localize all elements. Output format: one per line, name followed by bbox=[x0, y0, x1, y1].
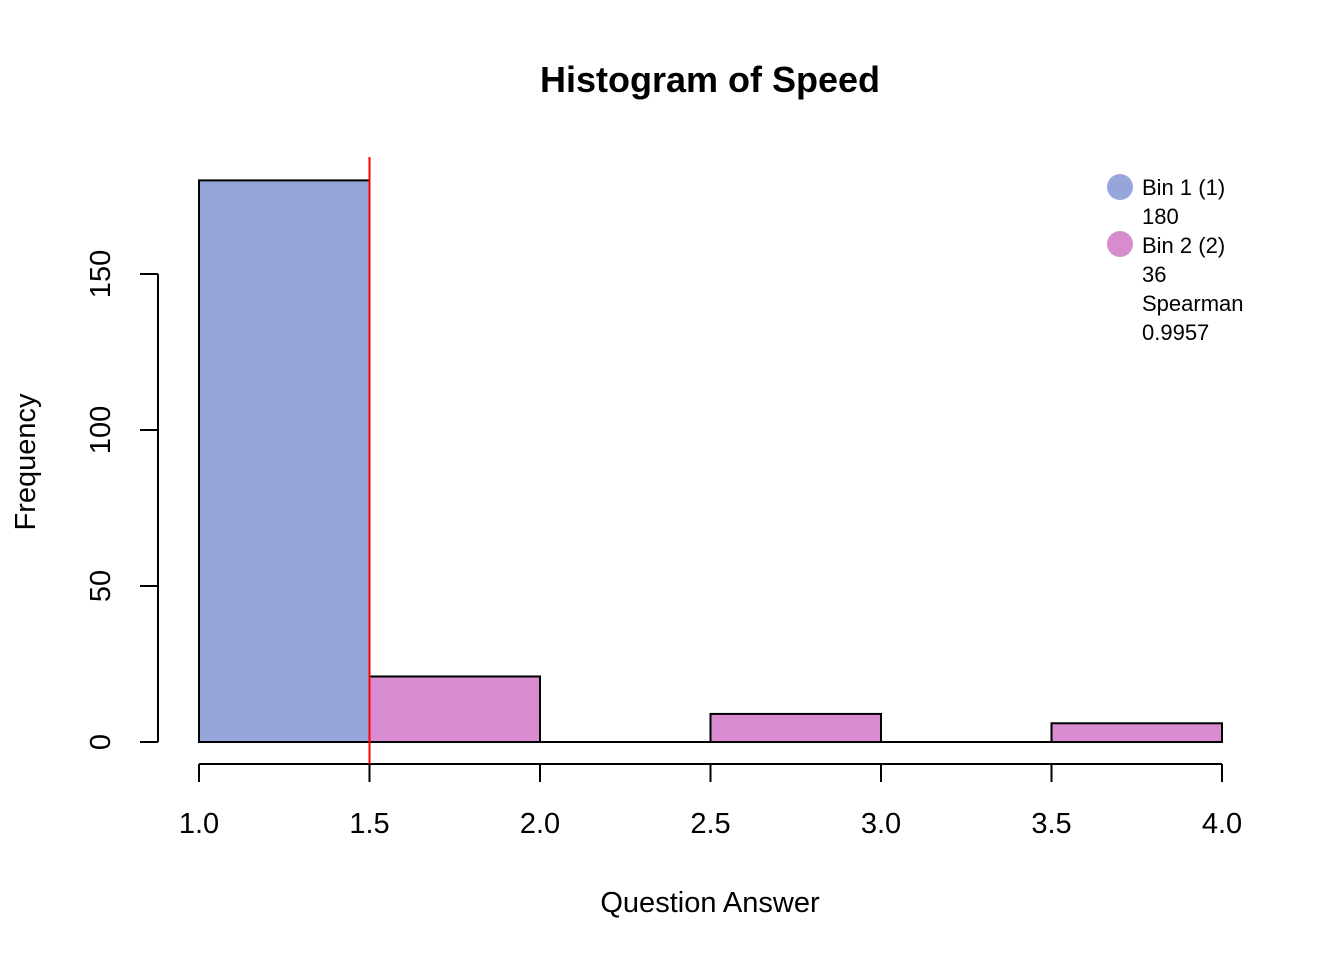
y-tick-label: 0 bbox=[85, 734, 117, 750]
legend: Bin 1 (1) 180 Bin 2 (2) 36 Spearman 0.99… bbox=[1107, 174, 1244, 345]
x-tick-label: 3.5 bbox=[1031, 808, 1071, 840]
x-tick-label: 2.0 bbox=[520, 808, 560, 840]
legend-dot-bin1 bbox=[1107, 174, 1133, 200]
legend-dot-bin2 bbox=[1107, 231, 1133, 257]
bars-group bbox=[198, 179, 1223, 744]
x-tick-label: 2.5 bbox=[690, 808, 730, 840]
legend-stat-label: Spearman bbox=[1142, 291, 1244, 316]
legend-value-bin1: 180 bbox=[1142, 204, 1179, 229]
x-tick-label: 1.0 bbox=[179, 808, 219, 840]
histogram-bar bbox=[1050, 722, 1223, 744]
legend-value-bin2: 36 bbox=[1142, 262, 1166, 287]
y-axis-label: Frequency bbox=[10, 393, 42, 531]
legend-label-bin1: Bin 1 (1) bbox=[1142, 175, 1225, 200]
y-tick-label: 50 bbox=[85, 570, 117, 602]
x-axis: 1.0 1.5 2.0 2.5 3.0 3.5 4.0 bbox=[179, 763, 1242, 840]
chart-title: Histogram of Speed bbox=[540, 59, 880, 100]
histogram-bar bbox=[198, 179, 371, 743]
x-tick-label: 1.5 bbox=[349, 808, 389, 840]
y-axis: 0 50 100 150 bbox=[85, 250, 159, 750]
x-tick-label: 4.0 bbox=[1202, 808, 1242, 840]
x-tick-label: 3.0 bbox=[861, 808, 901, 840]
legend-label-bin2: Bin 2 (2) bbox=[1142, 233, 1225, 258]
histogram-bar bbox=[709, 712, 882, 743]
y-tick-label: 100 bbox=[85, 406, 117, 454]
histogram-bar bbox=[368, 675, 541, 743]
y-tick-label: 150 bbox=[85, 250, 117, 298]
legend-stat-value: 0.9957 bbox=[1142, 320, 1209, 345]
x-axis-label: Question Answer bbox=[600, 887, 820, 919]
